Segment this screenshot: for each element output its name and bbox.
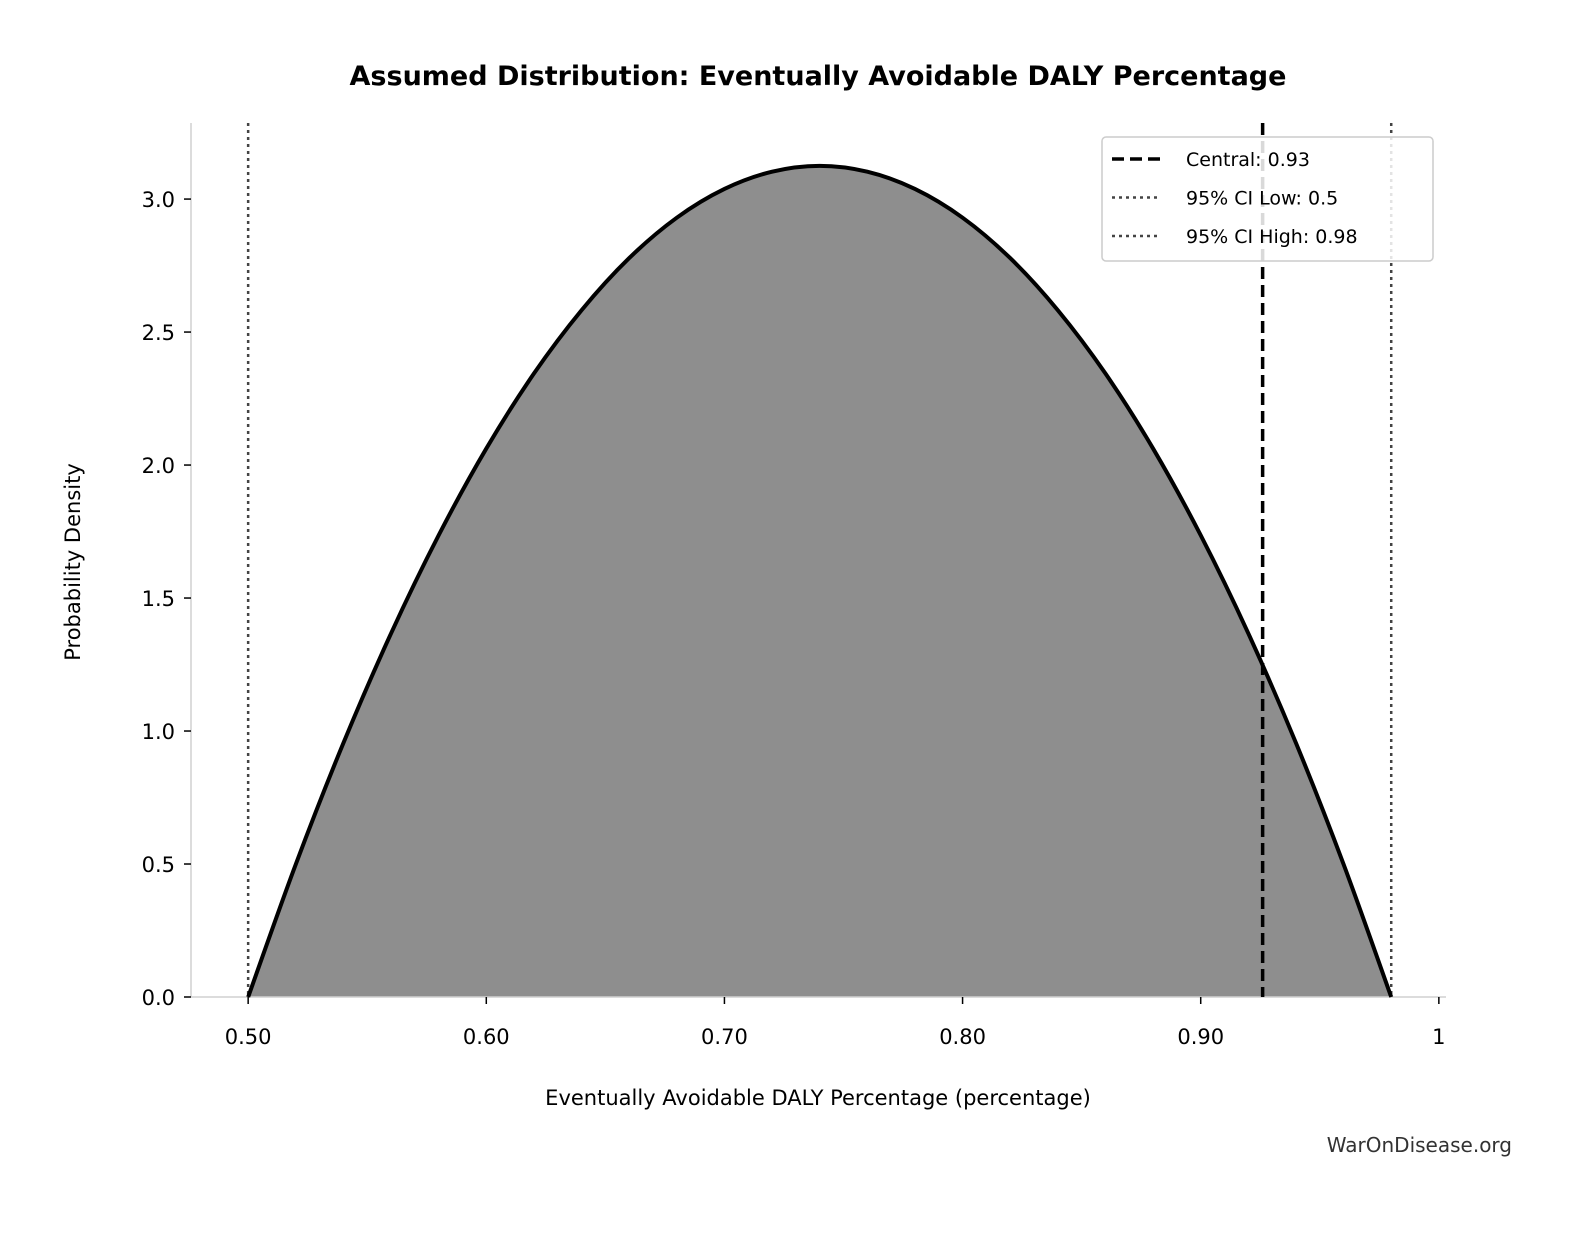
y-tick-label: 0.0 (142, 986, 175, 1010)
y-tick-label: 0.5 (142, 853, 175, 877)
legend-box (1101, 136, 1434, 262)
chart-title: Assumed Distribution: Eventually Avoidab… (350, 61, 1287, 92)
legend: Central: 0.93 95% CI Low: 0.5 95% CI High:… (1101, 136, 1434, 262)
x-axis-label: Eventually Avoidable DALY Percentage (pe… (545, 1086, 1091, 1110)
legend-label-0: Central: 0.93 (1186, 149, 1310, 171)
y-tick-label: 2.0 (142, 454, 175, 478)
density-fill (248, 165, 1392, 998)
y-tick-label: 1.5 (142, 587, 175, 611)
x-tick-label: 0.50 (225, 1025, 272, 1049)
plot-area: 0.50 0.60 0.70 0.80 0.90 1 0.0 0.5 1.0 1.5 2.0 2.5 3… (142, 123, 1446, 1049)
x-tick-label: 0.80 (939, 1025, 986, 1049)
x-tick-label: 0.90 (1177, 1025, 1224, 1049)
x-tick-label: 1 (1432, 1025, 1445, 1049)
y-tick-label: 1.0 (142, 720, 175, 744)
legend-label-1: 95% CI Low: 0.5 (1186, 188, 1338, 210)
x-tick-label: 0.60 (463, 1025, 510, 1049)
legend-label-2: 95% CI High: 0.98 (1186, 226, 1358, 248)
y-tick-label: 3.0 (142, 188, 175, 212)
x-tick-label: 0.70 (701, 1025, 748, 1049)
y-tick-label: 2.5 (142, 321, 175, 345)
watermark: WarOnDisease.org (1327, 1133, 1512, 1157)
y-axis-label: Probability Density (61, 463, 85, 661)
density-curve (246, 163, 1394, 998)
